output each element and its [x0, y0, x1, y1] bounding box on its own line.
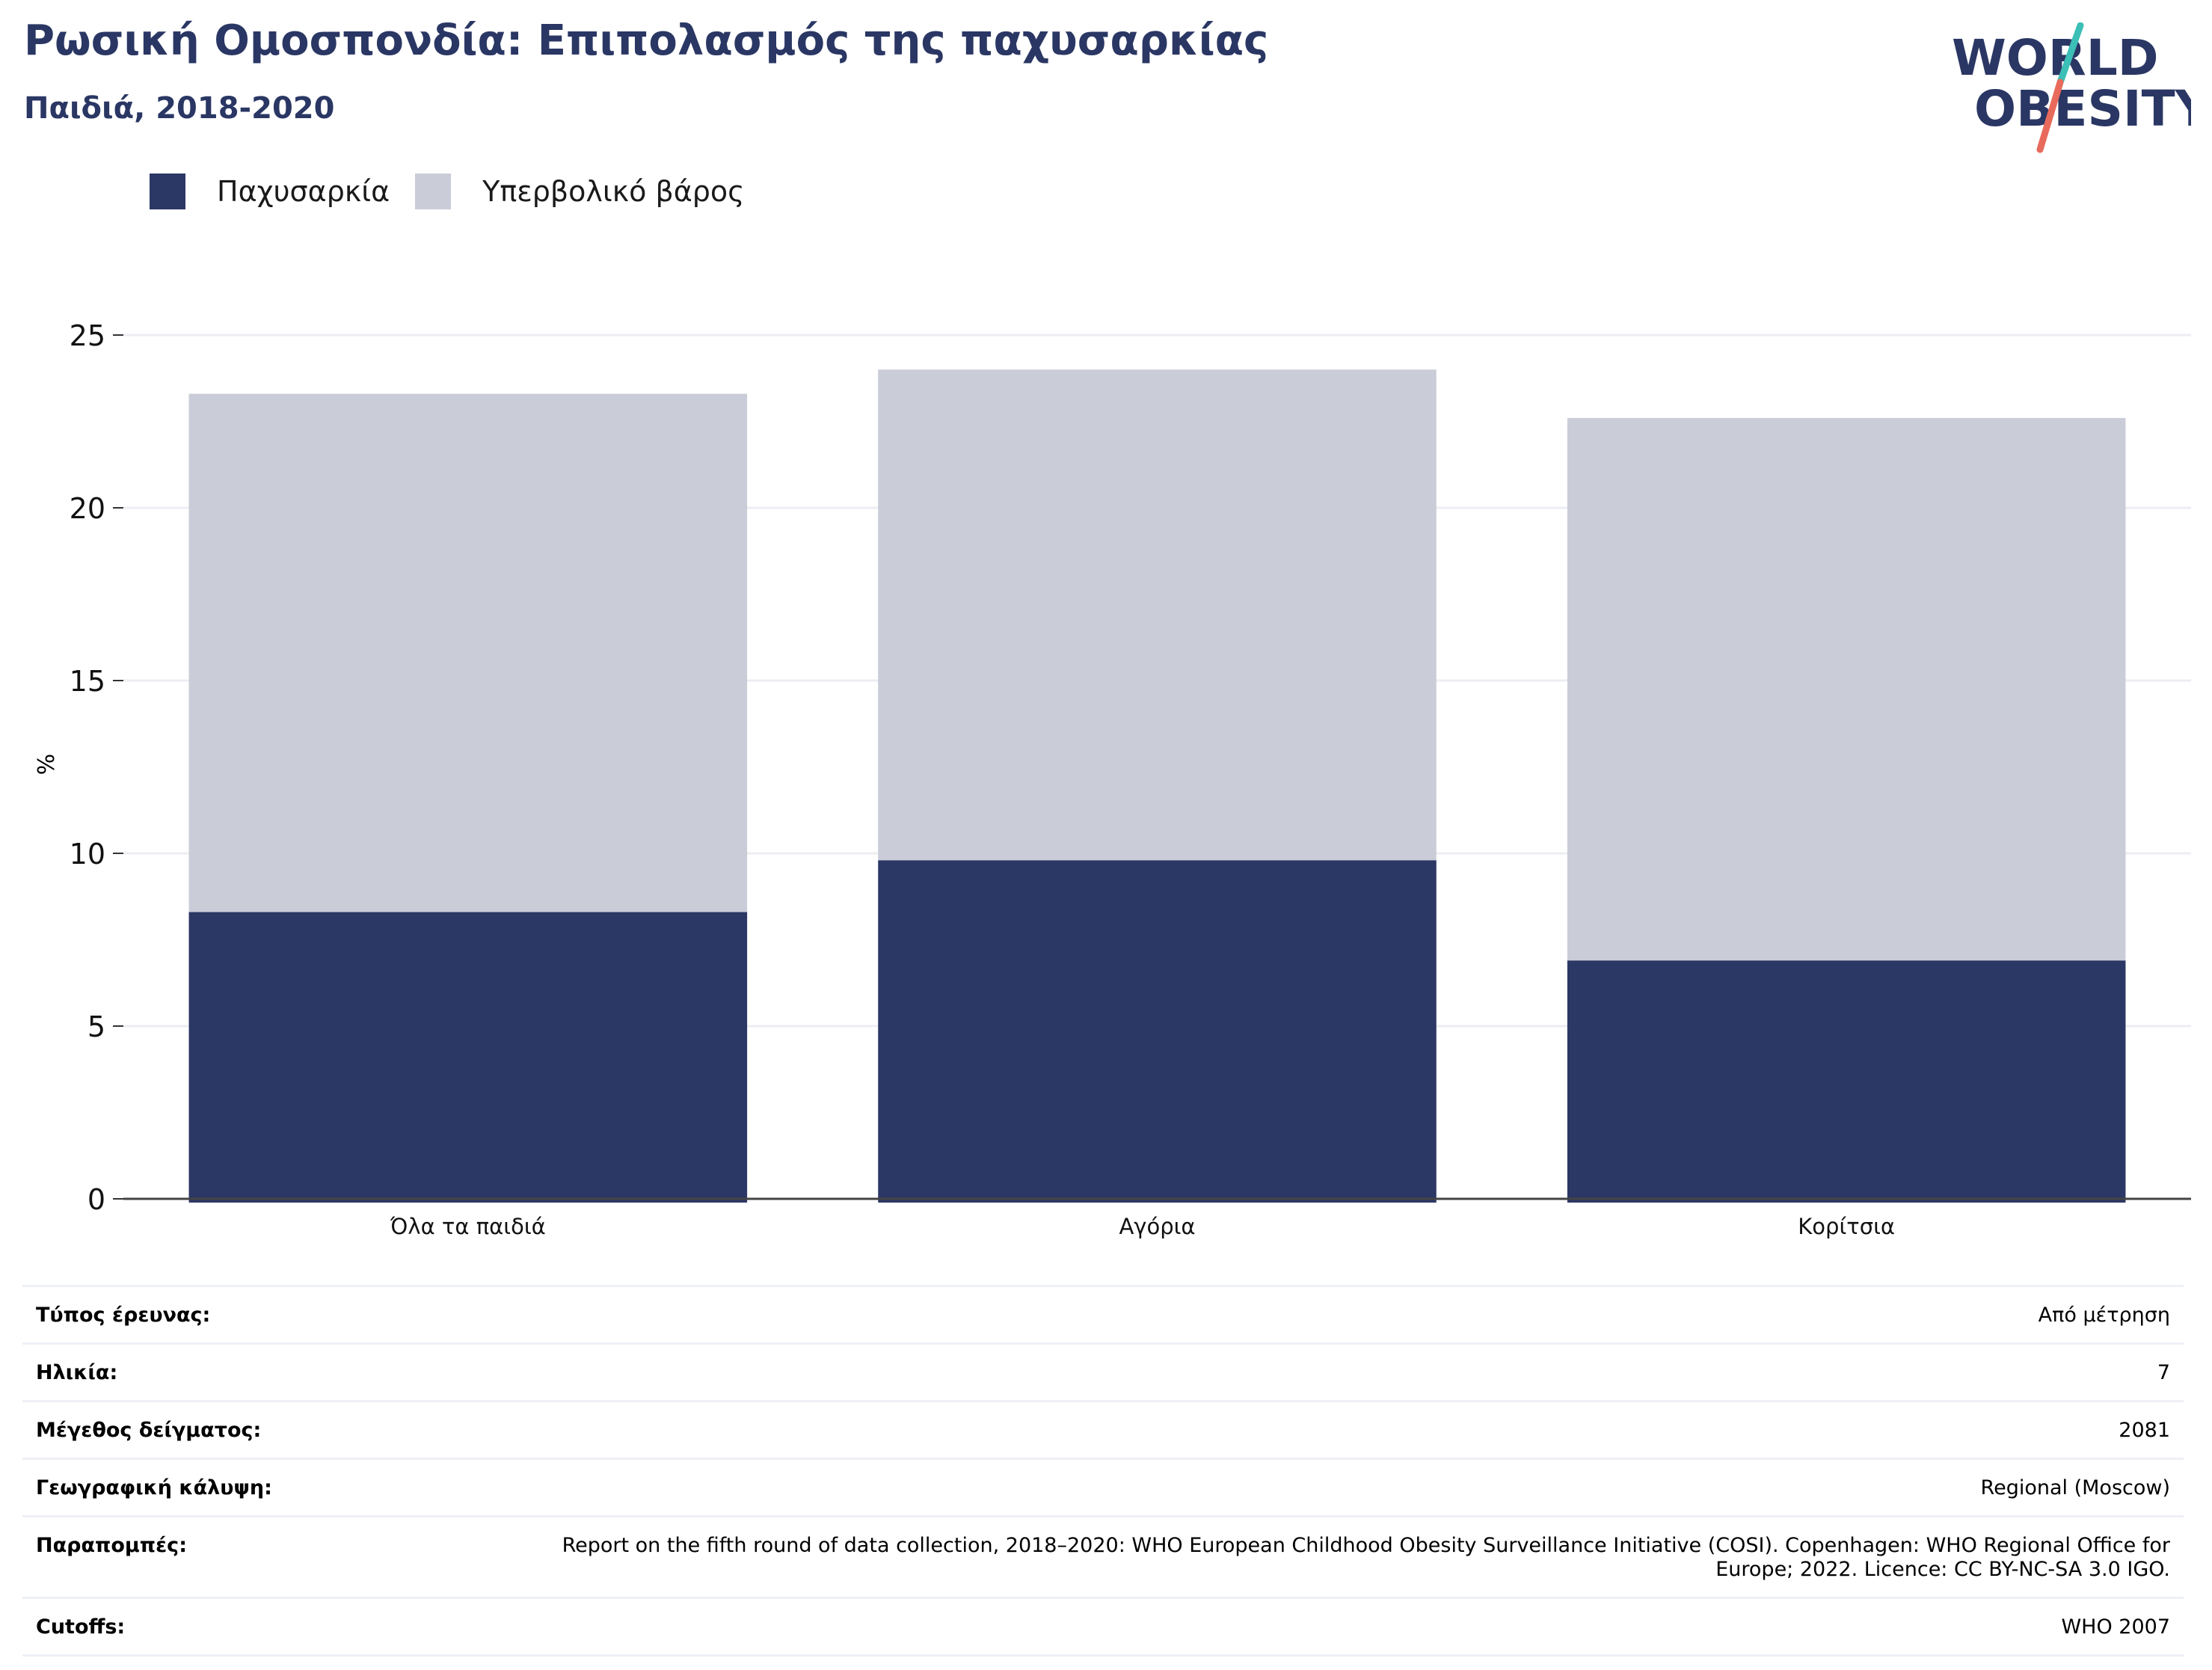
x-tick-label: Αγόρια	[1119, 1214, 1195, 1239]
legend-label-obesity: Παχυσαρκία	[217, 175, 390, 208]
logo-slash-teal	[2056, 22, 2084, 86]
logo-text-obesity: OBESITY	[1974, 80, 2191, 138]
y-axis-label: %	[34, 754, 60, 776]
logo-slash-coral	[2036, 79, 2064, 153]
bar-segment	[878, 369, 1437, 861]
bar-segment	[1567, 417, 2126, 961]
info-row: Ηλικία: 7	[22, 1342, 2184, 1400]
chart-subtitle: Παιδιά, 2018-2020	[24, 91, 335, 126]
bar-segment	[188, 393, 748, 912]
y-tick-label: 0	[87, 1183, 105, 1216]
info-value: Από μέτρηση	[2038, 1304, 2170, 1327]
info-value: Regional (Moscow)	[1980, 1476, 2170, 1499]
legend-item-obesity: Παχυσαρκία	[150, 174, 390, 209]
world-obesity-logo: WORLD OBESITY	[1952, 22, 2191, 153]
y-tick-label: 20	[70, 492, 105, 525]
info-value: Report on the fifth round of data collec…	[562, 1534, 2170, 1581]
legend-swatch-overweight	[415, 174, 452, 209]
info-label: Τύπος έρευνας:	[36, 1304, 211, 1327]
bars	[188, 369, 2126, 1203]
x-tick-label: Κορίτσια	[1798, 1214, 1895, 1239]
chart-legend: Παχυσαρκία Υπερβολικό βάρος	[150, 172, 769, 211]
info-label: Παραπομπές:	[36, 1534, 187, 1557]
info-row: Γεωγραφική κάλυψη: Regional (Moscow)	[22, 1458, 2184, 1515]
info-label: Μέγεθος δείγματος:	[36, 1419, 262, 1442]
legend-label-overweight: Υπερβολικό βάρος	[482, 175, 745, 208]
info-label: Ηλικία:	[36, 1361, 118, 1384]
axes: 0 5 10 15 20 25 Όλα τα παιδιά Αγόρια Κορίτσια	[70, 319, 2191, 1239]
info-label: Cutoffs:	[36, 1615, 126, 1639]
y-tick-label: 25	[70, 319, 105, 352]
bar-chart: 0 5 10 15 20 25 Όλα τα παιδιά Αγόρια Κορίτσια %	[34, 319, 2191, 1239]
x-tick-label: Όλα τα παιδιά	[390, 1214, 546, 1239]
info-row: Παραπομπές: Report on the fifth round of …	[22, 1515, 2184, 1597]
info-row: Μέγεθος δείγματος: 2081	[22, 1400, 2184, 1458]
chart-title: Ρωσική Ομοσπονδία: Επιπολασμός της παχυσ…	[24, 16, 1269, 65]
legend-item-overweight: Υπερβολικό βάρος	[415, 174, 744, 209]
info-value: 7	[2157, 1361, 2170, 1384]
bar-segment	[878, 860, 1437, 1203]
info-value: WHO 2007	[2061, 1615, 2170, 1639]
y-tick-label: 10	[70, 838, 105, 871]
bar-segment	[188, 912, 748, 1203]
bar-segment	[1567, 960, 2126, 1203]
info-row: Cutoffs: WHO 2007	[22, 1597, 2184, 1657]
legend-swatch-obesity	[150, 174, 185, 209]
info-row: Τύπος έρευνας: Από μέτρηση	[22, 1285, 2184, 1342]
info-label: Γεωγραφική κάλυψη:	[36, 1476, 272, 1499]
survey-info-table: Τύπος έρευνας: Από μέτρηση Ηλικία: 7 Μέγεθος…	[22, 1285, 2184, 1657]
logo-text-world: WORLD	[1952, 29, 2159, 87]
info-value: 2081	[2119, 1419, 2170, 1442]
y-tick-label: 5	[87, 1010, 105, 1043]
y-tick-label: 15	[70, 665, 105, 698]
